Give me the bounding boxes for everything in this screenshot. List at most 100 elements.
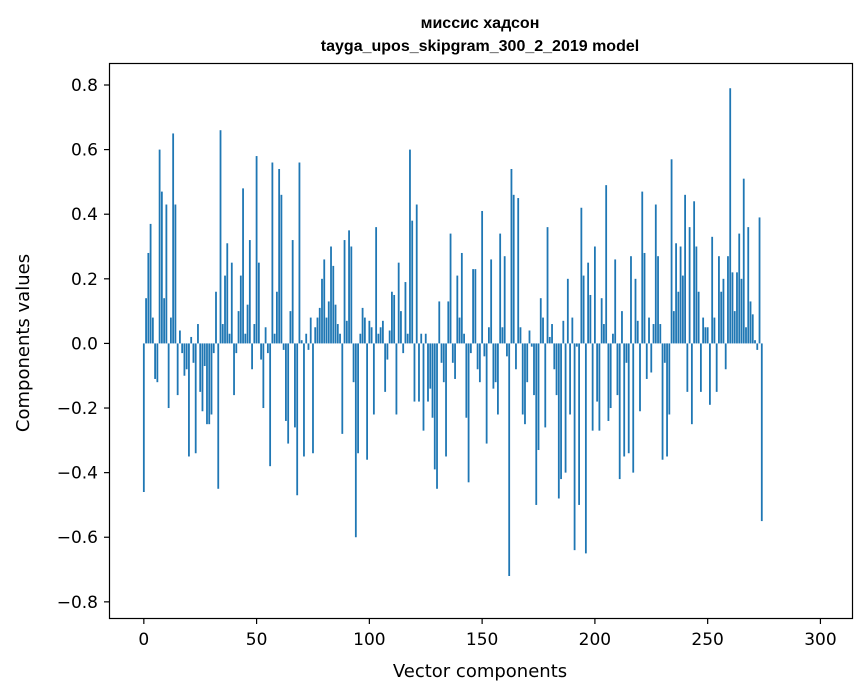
bar-128 <box>431 343 434 418</box>
bar-161 <box>506 343 508 357</box>
bar-122 <box>418 343 420 402</box>
bar-70 <box>300 340 303 344</box>
bar-156 <box>494 343 497 383</box>
x-axis-label: Vector components <box>393 661 567 682</box>
bar-175 <box>537 343 540 451</box>
bar-217 <box>632 343 635 473</box>
bar-201 <box>596 343 599 402</box>
bar-224 <box>648 317 650 344</box>
bar-92 <box>350 246 353 344</box>
bar-25 <box>199 343 202 392</box>
bar-261 <box>731 272 734 344</box>
bar-129 <box>433 343 436 470</box>
bar-194 <box>580 207 583 344</box>
bar-262 <box>733 311 736 344</box>
bar-77 <box>316 317 319 344</box>
bar-178 <box>544 343 547 428</box>
bar-90 <box>345 320 348 344</box>
bar-64 <box>287 343 290 444</box>
bar-38 <box>228 333 231 344</box>
bar-137 <box>451 343 454 363</box>
bar-184 <box>557 343 560 499</box>
bar-99 <box>366 343 368 460</box>
bar-126 <box>427 343 429 402</box>
bar-95 <box>357 343 359 454</box>
bar-59 <box>275 291 278 344</box>
bar-60 <box>278 168 281 344</box>
bar-272 <box>756 343 759 350</box>
bar-27 <box>203 343 206 367</box>
bar-28 <box>206 343 208 425</box>
bar-250 <box>706 327 709 344</box>
bar-23 <box>194 343 197 454</box>
bar-3 <box>149 223 152 344</box>
bar-41 <box>235 343 238 354</box>
bar-108 <box>386 343 389 360</box>
bar-78 <box>318 307 321 344</box>
bar-113 <box>397 262 400 344</box>
bar-55 <box>266 343 269 354</box>
bar-67 <box>294 343 296 428</box>
bar-166 <box>517 198 520 344</box>
bar-153 <box>487 327 490 344</box>
bar-150 <box>481 210 484 344</box>
bar-203 <box>600 298 603 344</box>
bar-134 <box>445 343 447 457</box>
bar-213 <box>623 343 626 457</box>
y-tick-label: 0.6 <box>71 141 98 161</box>
bar-186 <box>562 320 565 344</box>
bar-102 <box>372 343 375 415</box>
bar-199 <box>591 343 594 431</box>
bar-132 <box>440 343 443 363</box>
bar-136 <box>449 233 452 344</box>
y-tick-label: −0.4 <box>57 464 98 484</box>
bar-187 <box>564 343 567 473</box>
bar-165 <box>515 343 517 370</box>
bar-174 <box>535 343 538 505</box>
bar-188 <box>566 278 569 344</box>
bar-236 <box>675 243 677 344</box>
bar-254 <box>715 343 718 392</box>
bar-270 <box>751 314 754 344</box>
bar-34 <box>219 130 222 344</box>
bar-91 <box>348 230 350 344</box>
bar-242 <box>688 227 691 344</box>
bar-43 <box>239 275 242 344</box>
bar-151 <box>483 343 486 357</box>
bar-18 <box>183 343 186 376</box>
bar-253 <box>713 317 716 344</box>
bar-19 <box>185 343 188 370</box>
bar-75 <box>312 343 314 454</box>
y-tick-label: 0.8 <box>71 76 98 96</box>
bar-127 <box>429 343 432 389</box>
bar-53 <box>262 343 265 409</box>
bar-114 <box>400 311 402 344</box>
bar-84 <box>332 265 335 344</box>
bar-93 <box>352 343 355 383</box>
bar-241 <box>686 343 689 392</box>
bar-45 <box>244 333 247 344</box>
bar-215 <box>627 343 630 454</box>
bar-52 <box>260 343 262 360</box>
bar-251 <box>709 343 711 405</box>
bar-42 <box>237 311 240 344</box>
bar-131 <box>438 301 441 344</box>
bar-238 <box>679 246 682 344</box>
bar-65 <box>289 311 292 344</box>
bar-104 <box>377 333 380 344</box>
bar-168 <box>521 343 524 415</box>
bar-31 <box>212 343 215 354</box>
bar-226 <box>652 324 655 344</box>
bar-71 <box>303 343 305 457</box>
bar-183 <box>555 343 558 396</box>
bar-61 <box>280 194 283 344</box>
bar-237 <box>677 291 680 344</box>
bar-35 <box>221 324 224 344</box>
bar-181 <box>551 324 553 344</box>
bar-139 <box>456 275 459 344</box>
bar-269 <box>749 301 752 344</box>
bar-66 <box>291 240 294 344</box>
bar-245 <box>695 246 698 344</box>
bar-206 <box>607 343 610 421</box>
bar-130 <box>436 343 438 489</box>
